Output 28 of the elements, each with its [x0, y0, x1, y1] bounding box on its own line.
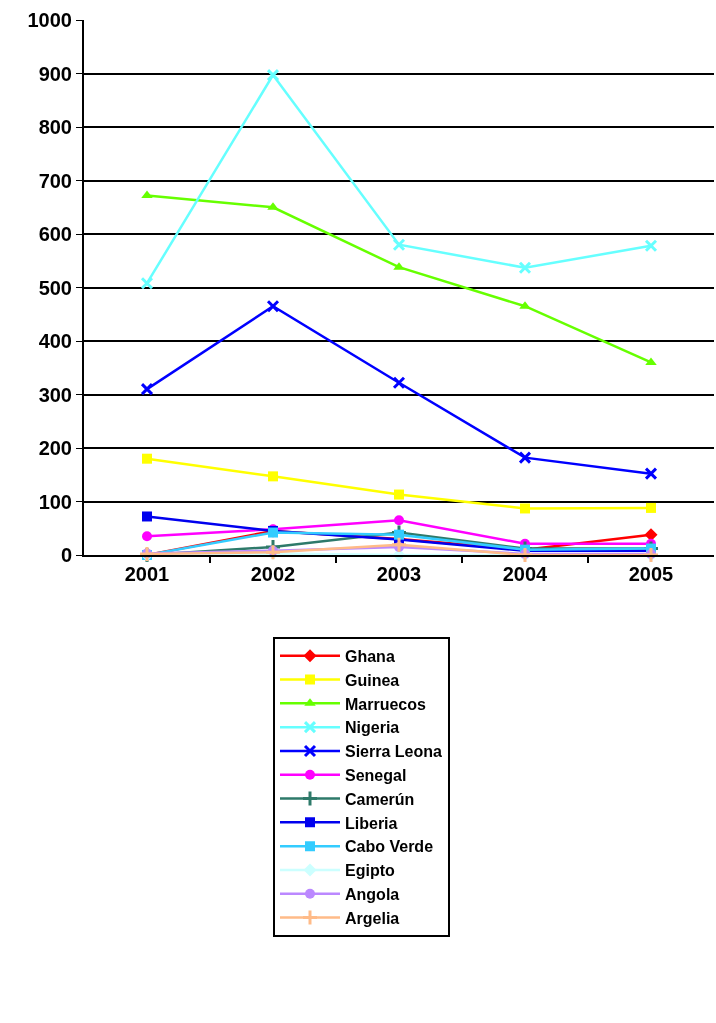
legend-label: Camerún	[345, 790, 415, 808]
y-tick-label: 900	[38, 62, 72, 85]
legend-label: Guinea	[345, 671, 400, 689]
legend-label: Egipto	[345, 862, 395, 880]
y-tick-label: 500	[38, 276, 72, 299]
legend-label: Sierra Leona	[345, 743, 443, 761]
y-tick-label: 800	[38, 116, 72, 138]
legend-label: Cabo Verde	[345, 838, 434, 856]
y-tick-label: 300	[38, 383, 72, 406]
legend-label: Angola	[345, 885, 400, 903]
legend-label: Senegal	[345, 766, 407, 784]
legend-label: Marruecos	[345, 695, 427, 713]
legend-label: Argelia	[345, 909, 400, 927]
legend-label: Nigeria	[345, 719, 400, 737]
y-tick-label: 200	[38, 437, 72, 459]
y-tick-label: 1000	[27, 9, 72, 31]
legend-label: Liberia	[345, 814, 398, 832]
x-tick-label: 2001	[124, 563, 170, 585]
x-tick-label: 2002	[250, 563, 296, 585]
y-tick-label: 400	[38, 330, 72, 352]
x-tick-label: 2003	[376, 563, 422, 585]
y-tick-label: 700	[38, 169, 72, 192]
x-tick-label: 2005	[628, 563, 674, 585]
y-tick-label: 100	[38, 490, 72, 513]
legend-label: Ghana	[345, 647, 395, 665]
y-tick-label: 0	[60, 544, 72, 566]
x-tick-label: 2004	[502, 563, 549, 585]
y-tick-label: 600	[38, 223, 72, 245]
